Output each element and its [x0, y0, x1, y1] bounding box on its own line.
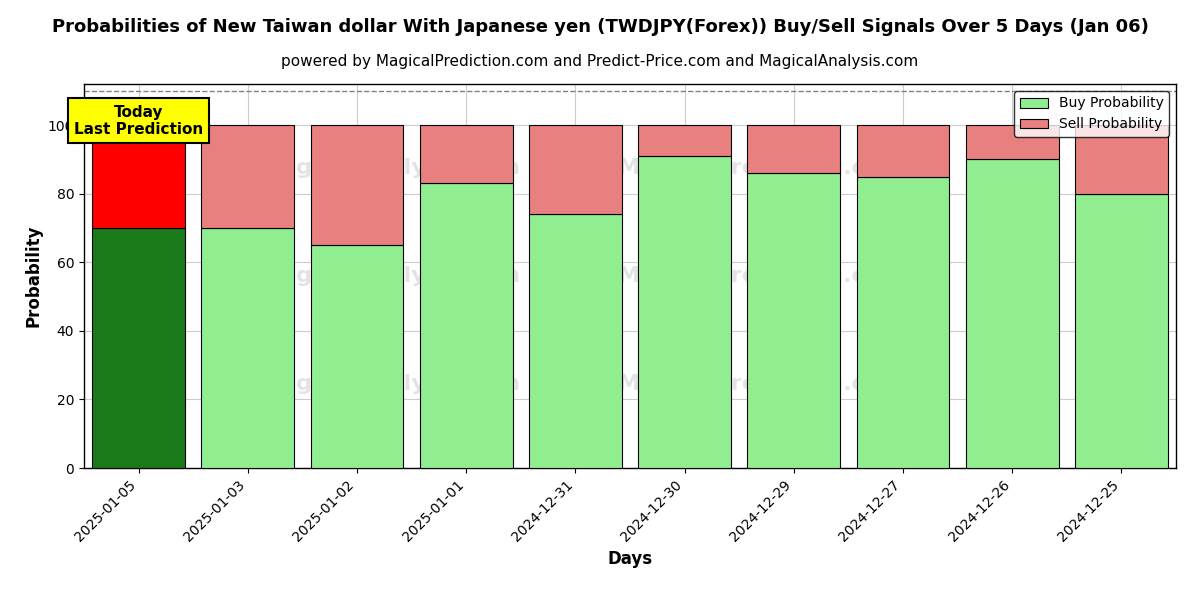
Bar [748, 173, 840, 468]
Text: Probabilities of New Taiwan dollar With Japanese yen (TWDJPY(Forex)) Buy/Sell Si: Probabilities of New Taiwan dollar With … [52, 18, 1148, 36]
Bar [92, 228, 185, 468]
Text: powered by MagicalPrediction.com and Predict-Price.com and MagicalAnalysis.com: powered by MagicalPrediction.com and Pre… [281, 54, 919, 69]
Text: MagicalAnalysis.com: MagicalAnalysis.com [259, 266, 521, 286]
Bar [966, 160, 1058, 468]
Text: Today
Last Prediction: Today Last Prediction [74, 104, 203, 137]
Text: MagicalPrediction.com: MagicalPrediction.com [618, 158, 904, 178]
Bar [529, 125, 622, 214]
Bar [92, 125, 185, 228]
Text: MagicalPrediction.com: MagicalPrediction.com [618, 266, 904, 286]
Bar [202, 125, 294, 228]
X-axis label: Days: Days [607, 550, 653, 568]
Bar [857, 176, 949, 468]
Bar [748, 125, 840, 173]
Bar [420, 125, 512, 184]
Y-axis label: Probability: Probability [24, 225, 42, 327]
Bar [1075, 125, 1168, 194]
Text: MagicalAnalysis.com: MagicalAnalysis.com [259, 374, 521, 394]
Bar [1075, 194, 1168, 468]
Bar [420, 184, 512, 468]
Bar [529, 214, 622, 468]
Legend: Buy Probability, Sell Probability: Buy Probability, Sell Probability [1014, 91, 1169, 137]
Bar [638, 125, 731, 156]
Text: MagicalAnalysis.com: MagicalAnalysis.com [259, 158, 521, 178]
Bar [638, 156, 731, 468]
Text: MagicalPrediction.com: MagicalPrediction.com [618, 374, 904, 394]
Bar [311, 125, 403, 245]
Bar [966, 125, 1058, 160]
Bar [857, 125, 949, 176]
Bar [311, 245, 403, 468]
Bar [202, 228, 294, 468]
